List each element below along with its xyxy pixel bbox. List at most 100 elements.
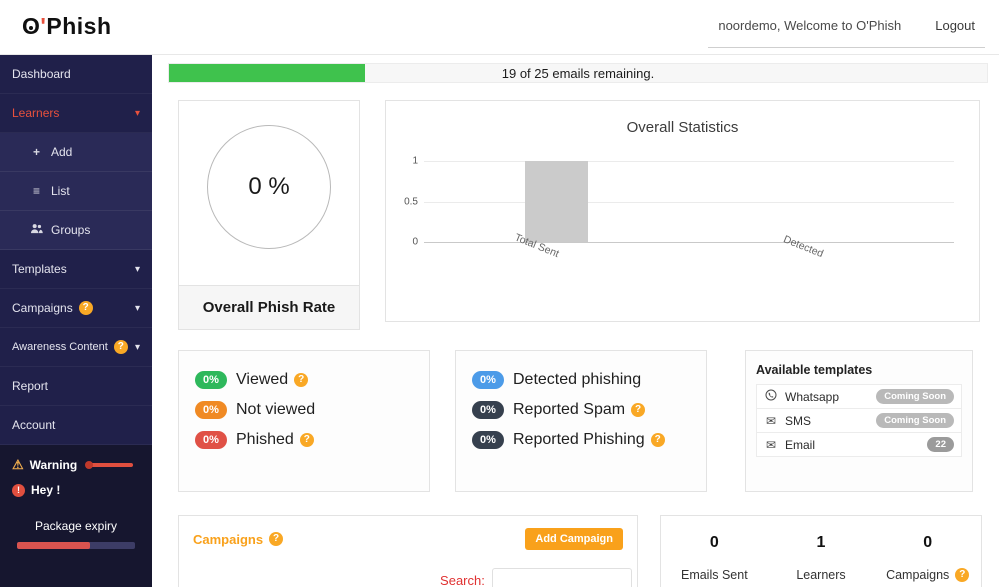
sidebar-item-report[interactable]: Report xyxy=(0,367,152,406)
help-icon[interactable] xyxy=(650,433,665,447)
sidebar-item-label: Dashboard xyxy=(12,67,71,81)
help-icon xyxy=(78,301,93,315)
summary-label: Learners xyxy=(796,568,846,582)
help-icon[interactable] xyxy=(299,433,314,447)
available-templates-card: Available templates Whatsapp Coming Soon… xyxy=(745,350,973,492)
sidebar-item-account[interactable]: Account xyxy=(0,406,152,445)
search-input[interactable] xyxy=(491,568,632,587)
campaigns-search: Search: xyxy=(440,568,632,587)
summary-value: 0 xyxy=(923,534,933,551)
package-expiry-progress xyxy=(17,542,135,549)
add-campaign-button[interactable]: Add Campaign xyxy=(525,528,623,550)
coming-soon-badge: Coming Soon xyxy=(876,389,954,404)
sms-icon xyxy=(764,414,778,428)
alert-icon xyxy=(12,483,25,497)
sidebar-item-label: Groups xyxy=(51,223,91,237)
stat-label: Viewed xyxy=(236,371,289,388)
logout-link[interactable]: Logout xyxy=(935,18,975,33)
header: O'Phish noordemo, Welcome to O'Phish Log… xyxy=(0,0,999,55)
help-icon xyxy=(113,340,128,354)
summary-label: Emails Sent xyxy=(680,568,748,582)
sidebar-item-learners[interactable]: Learners xyxy=(0,94,152,133)
package-expiry-label: Package expiry xyxy=(34,519,118,533)
chart-title: Overall Statistics xyxy=(626,119,739,136)
header-right: noordemo, Welcome to O'Phish Logout xyxy=(708,4,985,48)
sidebar-bottom-panel: Warning Hey ! Package expiry xyxy=(0,445,152,587)
status-badge: 0% xyxy=(472,431,504,449)
gridline xyxy=(424,161,954,162)
summary-label: Campaigns xyxy=(886,568,970,582)
stat-label: Phished xyxy=(236,431,294,448)
sidebar-item-label: Campaigns xyxy=(12,301,73,315)
sidebar-item-groups[interactable]: Groups xyxy=(0,211,152,250)
summary-value: 1 xyxy=(816,534,826,551)
status-badge: 0% xyxy=(472,401,504,419)
gridline xyxy=(424,201,954,203)
phish-rate-title: Overall Phish Rate xyxy=(179,285,359,329)
phish-rate-value: 0 % xyxy=(248,173,290,200)
sidebar-item-label: Add xyxy=(51,145,73,159)
sidebar-item-awareness-content[interactable]: Awareness Content xyxy=(0,328,152,367)
chevron-down-icon xyxy=(135,303,140,314)
template-label: Whatsapp xyxy=(785,389,840,404)
campaigns-card-header: Campaigns Add Campaign xyxy=(193,528,623,550)
chart-x-axis: Total Sent Detected xyxy=(424,232,954,298)
templates-card-title: Available templates xyxy=(756,363,873,377)
stat-label: Detected phishing xyxy=(513,371,642,388)
chevron-down-icon xyxy=(135,264,140,275)
logo: O'Phish xyxy=(22,13,112,40)
warning-row: Warning xyxy=(0,455,152,477)
main-content: 19 of 25 emails remaining. 0 % Overall P… xyxy=(152,55,999,587)
stat-label: Reported Phishing xyxy=(513,431,645,448)
sidebar: Dashboard Learners Add List Groups Templ… xyxy=(0,55,152,587)
stat-row-viewed: 0% Viewed xyxy=(195,371,413,389)
campaigns-title-text: Campaigns xyxy=(193,531,264,547)
template-label: SMS xyxy=(785,413,812,428)
stat-row-reported-spam: 0% Reported Spam xyxy=(472,401,690,419)
count-badge: 22 xyxy=(927,437,954,452)
help-icon[interactable] xyxy=(631,403,646,417)
help-icon[interactable] xyxy=(294,373,309,387)
groups-icon xyxy=(30,223,43,237)
sidebar-item-add[interactable]: Add xyxy=(0,133,152,172)
email-quota-text: 19 of 25 emails remaining. xyxy=(501,66,655,81)
hey-row: Hey ! xyxy=(0,477,152,503)
stat-label: Not viewed xyxy=(236,401,316,418)
phish-rate-card: 0 % Overall Phish Rate xyxy=(178,100,360,330)
status-badge: 0% xyxy=(195,401,227,419)
view-stats-card: 0% Viewed 0% Not viewed 0% Phished xyxy=(178,350,430,492)
campaigns-card-title: Campaigns xyxy=(193,531,284,547)
chevron-down-icon xyxy=(135,108,140,119)
summary-card: 0 Emails Sent 1 Learners 0 Campaigns xyxy=(660,515,982,587)
campaigns-card: Campaigns Add Campaign Search: xyxy=(178,515,638,587)
help-icon[interactable] xyxy=(269,532,284,546)
stat-row-detected-phishing: 0% Detected phishing xyxy=(472,371,690,389)
sidebar-item-templates[interactable]: Templates xyxy=(0,250,152,289)
warning-slider[interactable] xyxy=(85,461,134,469)
phish-rate-circle: 0 % xyxy=(207,125,331,249)
list-icon xyxy=(30,184,43,198)
sidebar-item-dashboard[interactable]: Dashboard xyxy=(0,55,152,94)
warning-icon xyxy=(12,457,24,473)
stat-label: Reported Spam xyxy=(513,401,626,418)
overall-statistics-card: Overall Statistics 1 0.5 0 Total Sent Detec… xyxy=(385,100,980,322)
sidebar-item-label: Templates xyxy=(12,262,67,276)
template-row-sms[interactable]: SMS Coming Soon xyxy=(756,408,962,433)
email-icon xyxy=(764,438,778,452)
chart-plot: 1 0.5 0 xyxy=(404,156,954,248)
logo-o-icon: O xyxy=(22,13,41,39)
template-row-email[interactable]: Email 22 xyxy=(756,432,962,457)
search-label: Search: xyxy=(440,573,485,587)
whatsapp-icon xyxy=(764,389,778,404)
sidebar-item-list[interactable]: List xyxy=(0,172,152,211)
summary-emails-sent: 0 Emails Sent xyxy=(661,534,768,587)
sidebar-item-label: Awareness Content xyxy=(12,341,108,353)
template-row-whatsapp[interactable]: Whatsapp Coming Soon xyxy=(756,384,962,409)
summary-campaigns: 0 Campaigns xyxy=(874,534,981,587)
stat-row-reported-phishing: 0% Reported Phishing xyxy=(472,431,690,449)
status-badge: 0% xyxy=(195,431,227,449)
stat-row-not-viewed: 0% Not viewed xyxy=(195,401,413,419)
help-icon[interactable] xyxy=(955,568,970,582)
sidebar-item-campaigns[interactable]: Campaigns xyxy=(0,289,152,328)
